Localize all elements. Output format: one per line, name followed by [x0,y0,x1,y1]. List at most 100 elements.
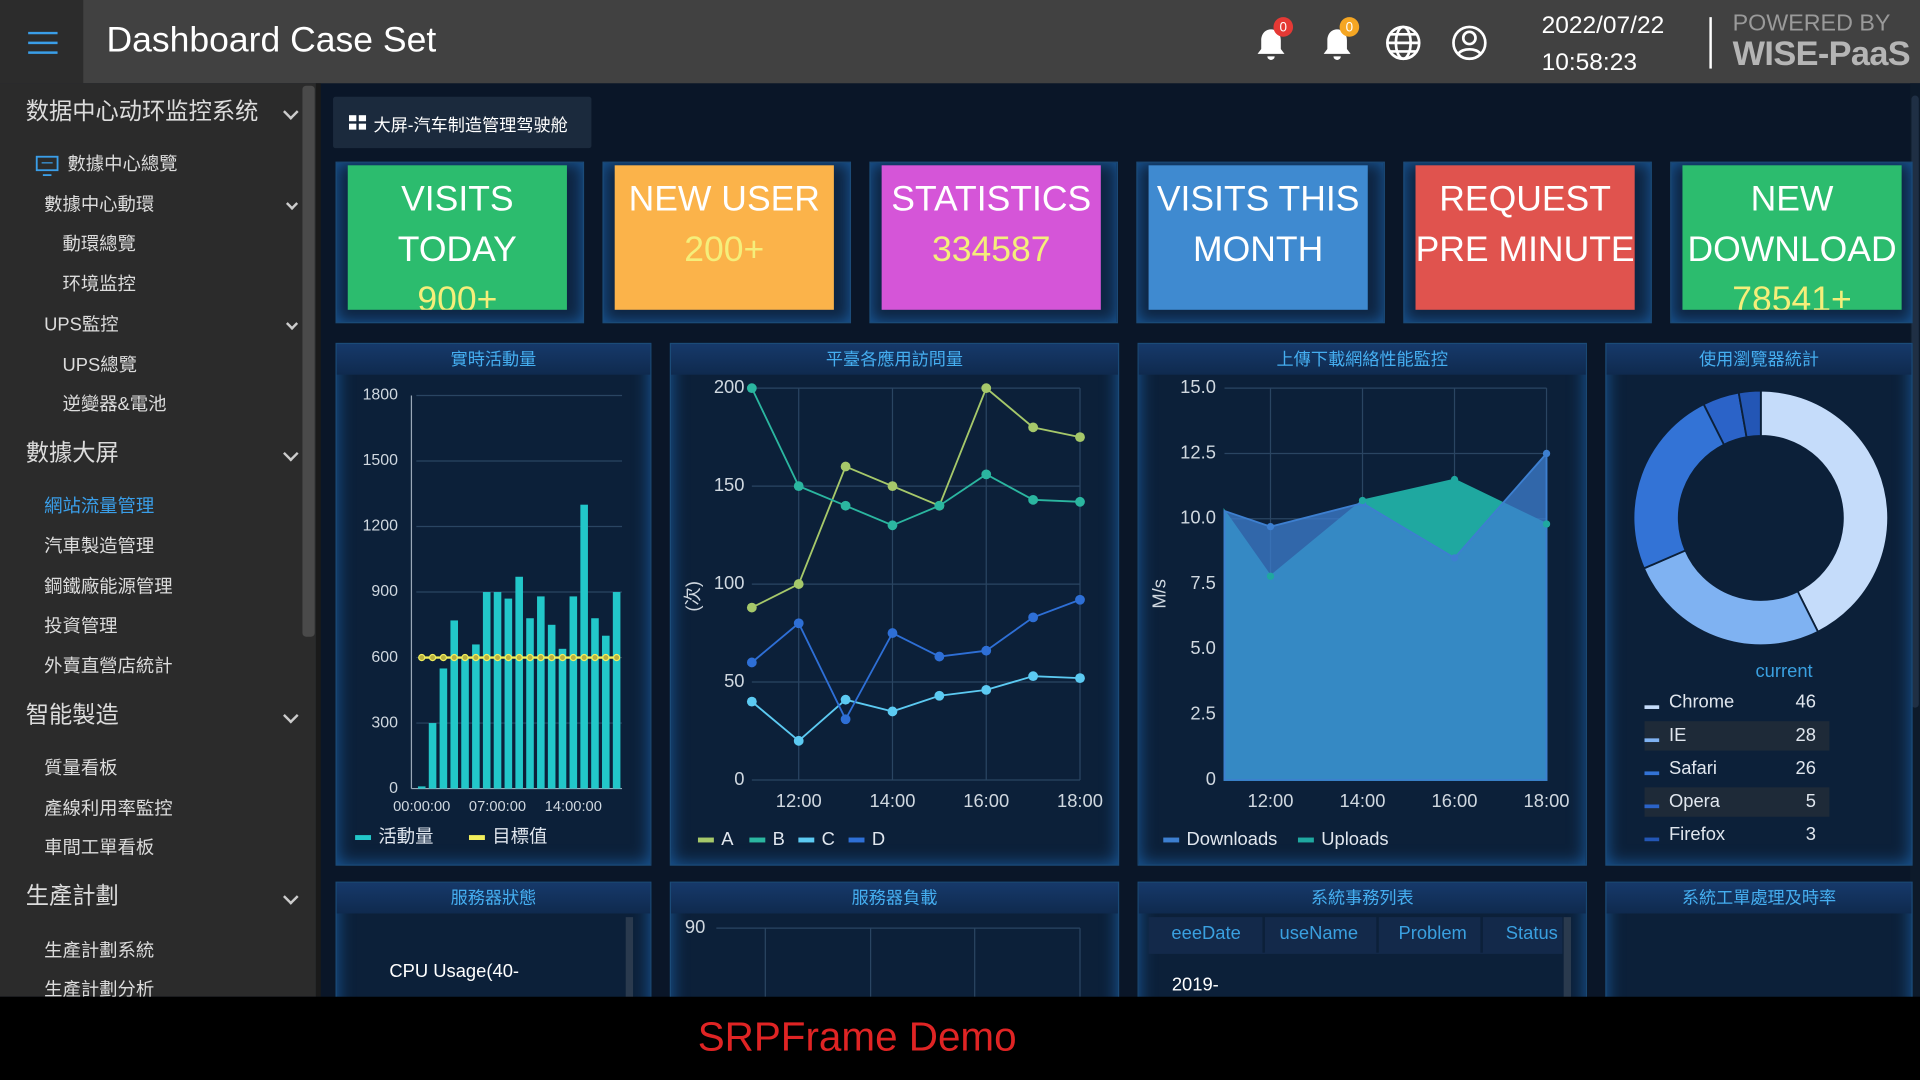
panel-title: 實時活動量 [336,344,651,375]
y-tick-label: 1200 [363,518,399,535]
y-tick-label: 600 [371,649,398,666]
menu-item[interactable]: 動環總覽 [62,233,136,255]
bar [580,504,588,789]
menu-group[interactable]: 数据中心动环监控系统 [25,99,259,125]
menu-item[interactable]: 車間工單看板 [44,837,155,859]
card[interactable]: NEW DOWNLOAD 78541+ [1682,165,1902,310]
legend-swatch [1644,804,1660,809]
menu-item[interactable]: 投資管理 [44,615,118,637]
y-tick-label: 12.5 [1180,441,1216,462]
bar [461,657,469,789]
menu-button[interactable] [0,0,84,84]
y-tick-label: 150 [714,474,745,495]
legend-row-bg [1644,721,1830,751]
point [1075,432,1085,443]
legend-swatch [697,837,714,843]
y-tick-label: 200 [714,376,745,397]
menu-item[interactable]: UPS總覽 [62,355,137,376]
sidebar [0,83,316,997]
point [887,481,898,492]
alarm-bell[interactable] [1257,29,1285,60]
panel-title: 系統工單處理及時率 [1606,882,1912,914]
y-tick-label: 15.0 [1180,376,1216,397]
menu-item[interactable]: 环境监控 [62,274,136,296]
target-point [483,653,491,662]
panel-title: 服務器負載 [671,882,1118,914]
legend-label: B [773,828,785,849]
point [793,579,804,589]
legend-label: Firefox [1669,823,1725,844]
user-icon[interactable] [1452,25,1487,61]
menu-item[interactable]: 產線利用率監控 [44,798,173,820]
scrollbar[interactable] [1563,917,1572,1028]
y-tick-label: 1500 [363,452,399,469]
y-tick-label: 100 [714,572,745,593]
time: 10:58:23 [1541,48,1637,76]
panel: 使用瀏覽器統計 [1605,342,1913,866]
legend-swatch [1644,705,1660,709]
menu-group[interactable]: 生產計劃 [25,884,119,910]
bar [504,598,513,789]
point [746,696,757,707]
point [981,383,992,394]
main-scrollbar[interactable] [1910,83,1920,997]
footer: SRPFrame Demo [0,996,1920,1080]
target-point [428,653,437,662]
point [1075,673,1085,684]
scrollbar[interactable] [302,85,315,637]
column-header: eeeDate [1171,922,1240,943]
card-frame: VISITS TODAY 900+ [335,161,585,324]
legend-swatch [1644,738,1660,743]
card[interactable]: REQUEST PRE MINUTE [1415,165,1635,310]
point [981,469,992,480]
card[interactable]: NEW USER 200+ [614,165,834,310]
target-point [547,653,556,662]
card[interactable]: VISITS TODAY 900+ [347,165,567,310]
table-cell: 2019- [1172,974,1219,995]
menu-item[interactable]: 數據中心總覽 [67,154,178,176]
menu-item[interactable]: UPS監控 [44,314,119,336]
menu-item[interactable]: 逆變器&電池 [62,394,167,416]
x-tick-label: 18:00 [1524,790,1570,811]
point [934,500,945,511]
menu-group[interactable]: 智能製造 [25,702,119,729]
menu-item-active[interactable]: 網站流量管理 [44,495,155,517]
card[interactable]: VISITS THIS MONTH [1148,165,1368,310]
card-title: REQUEST PRE MINUTE [1415,180,1635,270]
card-frame: STATISTICS 334587 [869,161,1118,324]
panel-title: 使用瀏覽器統計 [1606,344,1912,375]
menu-item[interactable]: 汽車製造管理 [44,536,155,558]
bar [482,592,491,789]
menu-group[interactable]: 數據大屏 [25,440,119,467]
donut-slice [1737,389,1762,439]
point [934,690,945,701]
card-value: 200+ [684,230,765,270]
legend-label: 活動量 [378,825,433,846]
notice-bell[interactable] [1323,29,1351,60]
y-tick-label: 900 [371,583,398,600]
menu-item[interactable]: 數據中心動環 [44,194,155,216]
menu-item[interactable]: 生產計劃系統 [44,940,155,962]
language-icon[interactable] [1386,25,1421,61]
brand: WISE-PaaS [1732,34,1911,73]
bar [602,635,610,789]
bar [417,786,426,789]
legend-label: IE [1669,724,1686,745]
legend-label: Safari [1669,757,1717,778]
panel-title: 服務器狀態 [336,882,651,914]
y-tick-label: 0 [389,780,398,797]
menu-item[interactable]: 外賣直營店統計 [44,656,173,678]
menu-item[interactable]: 鋼鐵廠能源管理 [44,576,173,598]
panel-title: 系統事務列表 [1138,882,1586,914]
point [887,706,898,717]
x-tick-label: 12:00 [776,790,822,811]
tab[interactable]: 大屏-汽车制造管理驾驶舱 [333,96,592,149]
divider [1709,17,1712,69]
point [1028,671,1039,682]
menu-item[interactable]: 質量看板 [44,757,118,779]
card[interactable]: STATISTICS 334587 [881,165,1101,310]
menu-item[interactable]: 生產計劃分析 [44,979,155,1001]
menu-list: 数据中心动环监控系统 數據中心總覽 數據中心動環 動環總覽 环境监控 UPS監控… [0,83,316,1000]
scrollbar[interactable] [625,917,634,1028]
